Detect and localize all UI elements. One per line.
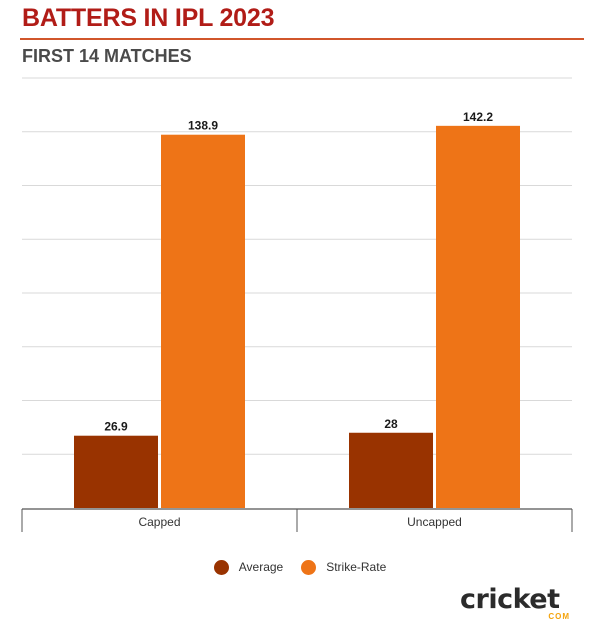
x-tick-label-capped: Capped — [138, 515, 180, 529]
data-label: 138.9 — [188, 119, 218, 133]
data-label: 26.9 — [104, 420, 128, 434]
legend-swatch-average — [213, 559, 229, 575]
chart-legend: Average Strike-Rate — [0, 557, 600, 577]
logo-wordmark: cricket — [460, 584, 560, 615]
data-label: 142.2 — [463, 110, 493, 124]
cricket-com-logo: cricket COM — [460, 586, 572, 622]
bar-strike-rate-capped — [161, 134, 245, 509]
logo-suffix: COM — [548, 612, 570, 621]
data-label: 28 — [384, 417, 398, 431]
chart-title: BATTERS IN IPL 2023 — [22, 4, 275, 32]
legend-swatch-strike-rate — [301, 559, 317, 575]
bar-strike-rate-uncapped — [436, 125, 520, 509]
legend-label-average: Average — [238, 560, 284, 574]
legend-label-strike-rate: Strike-Rate — [326, 560, 387, 574]
x-tick-label-uncapped: Uncapped — [407, 515, 462, 529]
bar-average-capped — [74, 435, 158, 508]
legend-item-average[interactable]: Average — [213, 559, 284, 575]
chart-subtitle: FIRST 14 MATCHES — [22, 46, 192, 66]
bar-chart: 26.9 138.9 Capped 28 142.2 Uncapped — [21, 77, 573, 532]
bar-average-uncapped — [349, 432, 433, 508]
legend-item-strike-rate[interactable]: Strike-Rate — [301, 559, 387, 575]
title-divider — [20, 38, 584, 40]
